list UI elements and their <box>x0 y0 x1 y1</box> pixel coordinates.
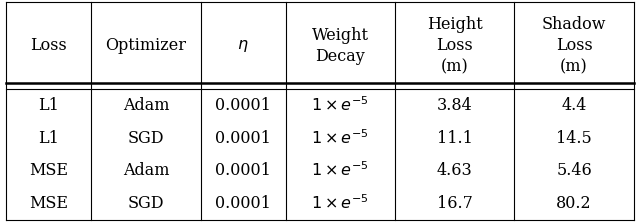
Text: Height
Loss
(m): Height Loss (m) <box>427 16 483 75</box>
Text: 4.4: 4.4 <box>561 97 587 114</box>
Text: 5.46: 5.46 <box>556 162 592 179</box>
Text: 11.1: 11.1 <box>437 130 473 147</box>
Text: L1: L1 <box>38 97 59 114</box>
Text: $1\times e^{-5}$: $1\times e^{-5}$ <box>312 161 369 180</box>
Text: Weight
Decay: Weight Decay <box>312 27 369 65</box>
Text: 0.0001: 0.0001 <box>215 130 271 147</box>
Text: $1\times e^{-5}$: $1\times e^{-5}$ <box>312 194 369 213</box>
Text: MSE: MSE <box>29 195 68 212</box>
Text: 0.0001: 0.0001 <box>215 195 271 212</box>
Text: Optimizer: Optimizer <box>106 37 186 54</box>
Text: Adam: Adam <box>123 97 169 114</box>
Text: $\eta$: $\eta$ <box>237 37 249 54</box>
Text: SGD: SGD <box>128 130 164 147</box>
Text: L1: L1 <box>38 130 59 147</box>
Text: $1\times e^{-5}$: $1\times e^{-5}$ <box>312 129 369 148</box>
Text: 14.5: 14.5 <box>556 130 592 147</box>
Text: 0.0001: 0.0001 <box>215 97 271 114</box>
Text: Loss: Loss <box>30 37 67 54</box>
Text: SGD: SGD <box>128 195 164 212</box>
Text: $1\times e^{-5}$: $1\times e^{-5}$ <box>312 96 369 115</box>
Text: 16.7: 16.7 <box>437 195 473 212</box>
Text: 80.2: 80.2 <box>556 195 592 212</box>
Text: MSE: MSE <box>29 162 68 179</box>
Text: 0.0001: 0.0001 <box>215 162 271 179</box>
Text: Shadow
Loss
(m): Shadow Loss (m) <box>542 16 606 75</box>
Text: 4.63: 4.63 <box>437 162 473 179</box>
Text: 3.84: 3.84 <box>437 97 473 114</box>
Text: Adam: Adam <box>123 162 169 179</box>
